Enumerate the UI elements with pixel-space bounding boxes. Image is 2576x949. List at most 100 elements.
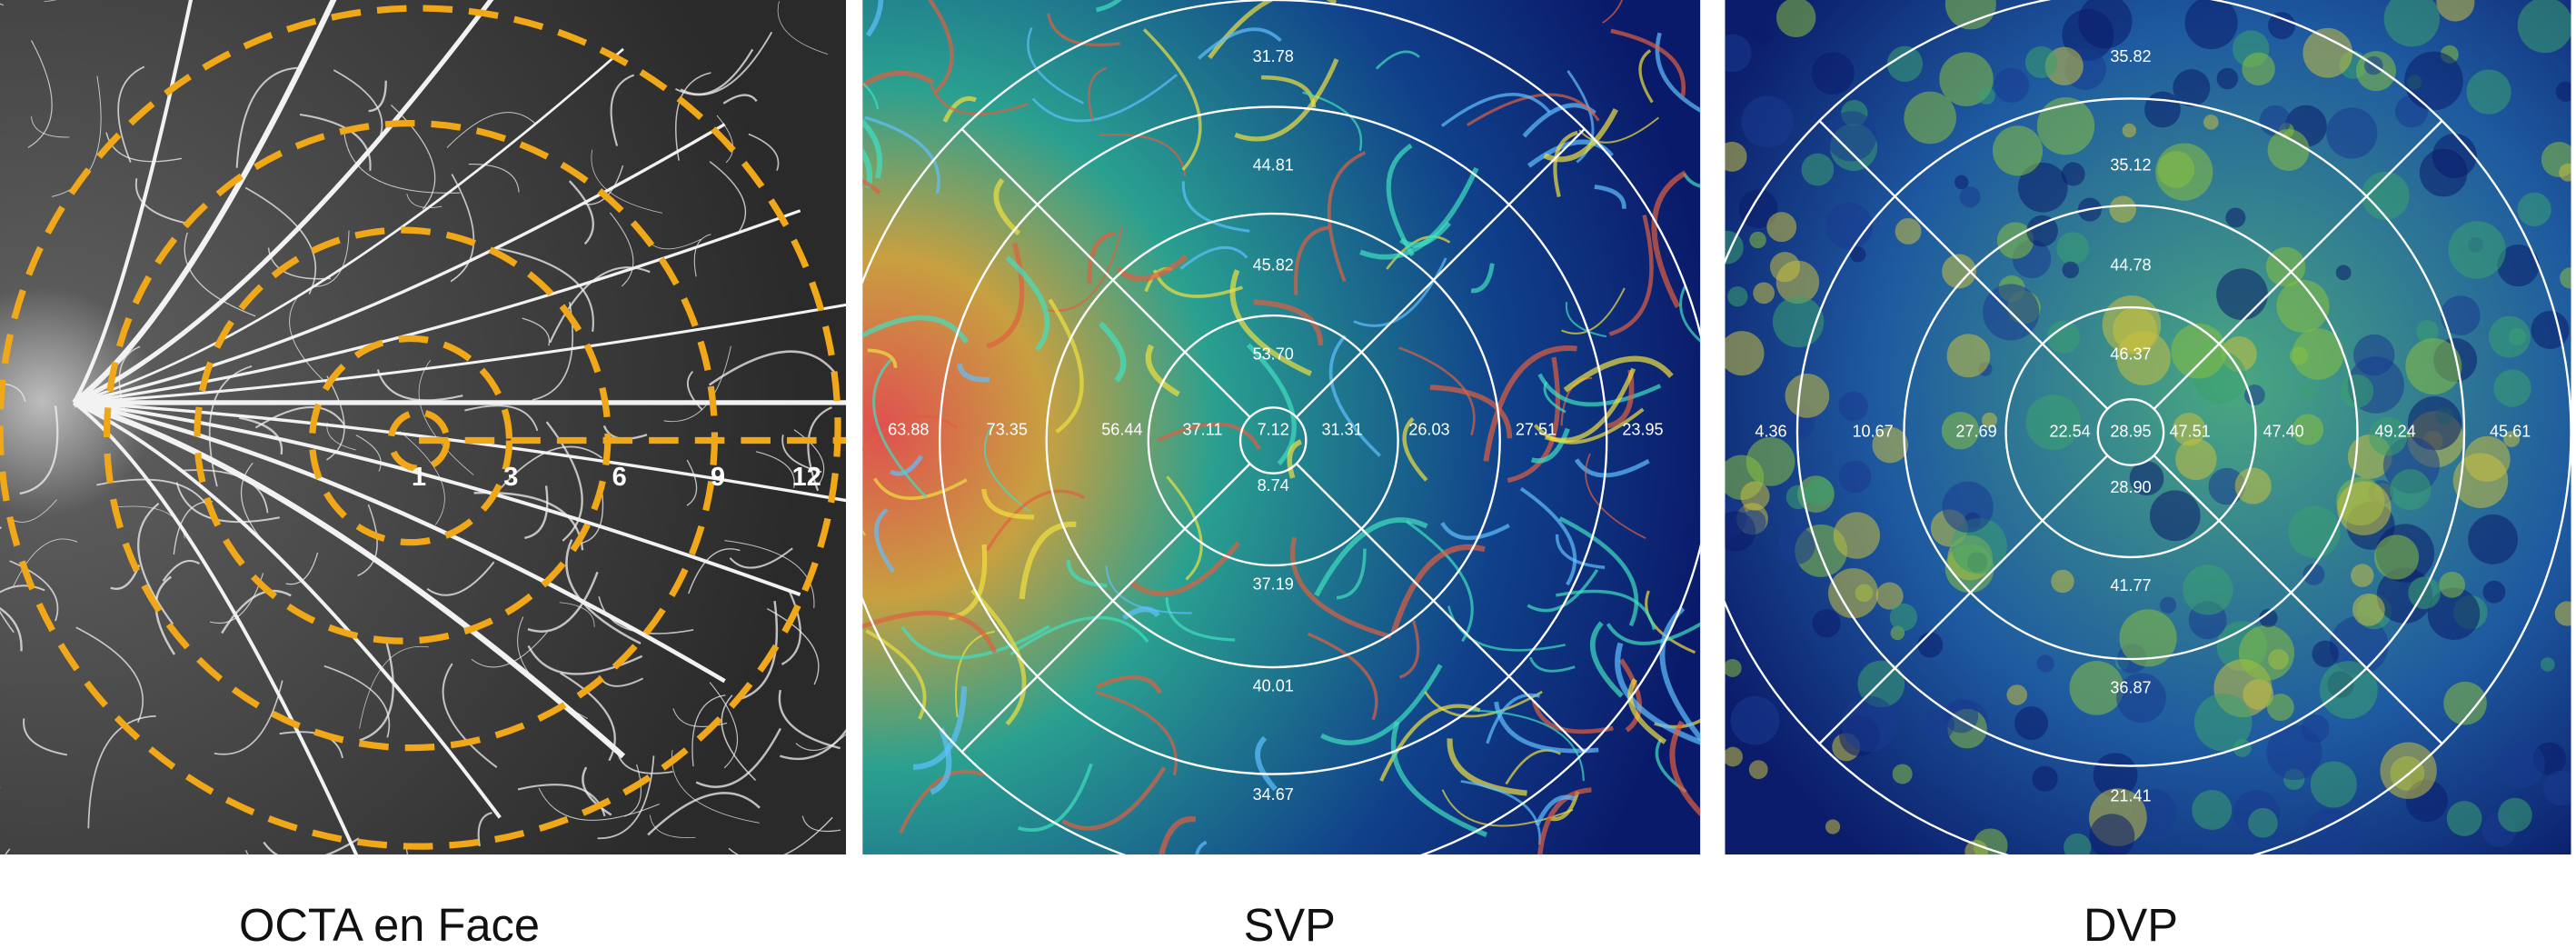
vessel: [672, 708, 728, 727]
blob: [1895, 217, 1922, 245]
vessel: [355, 435, 382, 472]
blob: [2014, 706, 2048, 741]
vessel: [1379, 704, 1481, 782]
vessel: [1152, 269, 1243, 298]
blob: [1749, 231, 1766, 249]
blob: [2017, 162, 2068, 213]
sector-value: 27.69: [1955, 422, 1996, 440]
sector-line: [1295, 463, 1586, 753]
blob: [1740, 481, 1770, 511]
blob: [2448, 221, 2506, 279]
blob: [2113, 307, 2157, 353]
blob: [2340, 375, 2374, 408]
blob: [1917, 632, 1944, 658]
vessel: [1005, 255, 1050, 352]
major-vessel: [74, 303, 847, 405]
blob: [1738, 189, 1778, 229]
blob: [2441, 295, 2481, 335]
major-vessel: [73, 47, 624, 405]
blob: [2119, 609, 2177, 667]
vessel: [1589, 621, 1624, 698]
vessel: [464, 405, 539, 432]
sector-value: 31.31: [1322, 420, 1363, 438]
major-vessel: [74, 123, 726, 405]
blob: [2216, 268, 2268, 321]
sector-value: 44.78: [2110, 256, 2151, 275]
blob: [2248, 807, 2278, 838]
ring-label: 12: [792, 463, 821, 492]
vessel: [1386, 143, 1415, 257]
vessel: [137, 502, 174, 625]
vessel: [624, 764, 642, 817]
blob: [2203, 115, 2219, 130]
vessel: [986, 242, 1025, 349]
blob: [2193, 693, 2253, 752]
blob: [2404, 51, 2463, 111]
sector-value: 40.01: [1253, 677, 1294, 695]
blob: [2266, 694, 2294, 722]
sector-value: 49.24: [2374, 422, 2415, 440]
blob: [2302, 808, 2361, 855]
blob: [1954, 175, 1969, 190]
blob: [2089, 814, 2135, 855]
vessel: [781, 588, 801, 665]
blob: [2474, 777, 2489, 791]
vessel: [1402, 416, 1428, 482]
vessel: [221, 589, 292, 634]
vessel: [1682, 172, 1701, 188]
blob: [1875, 582, 1904, 610]
vessel: [1561, 287, 1626, 335]
vessel: [1328, 335, 1381, 457]
blob: [2559, 163, 2571, 182]
blob: [2555, 81, 2571, 102]
major-vessel: [72, 0, 337, 405]
blob: [2383, 0, 2440, 47]
blob: [2554, 601, 2571, 626]
vessel: [1429, 385, 1513, 439]
vessel: [591, 149, 663, 214]
vessel: [709, 161, 747, 232]
blob: [2351, 564, 2374, 587]
vessel: [862, 178, 881, 195]
blob: [2302, 27, 2353, 78]
ring: [1903, 204, 2359, 661]
blob: [1725, 34, 1752, 73]
vessel: [873, 477, 968, 501]
blob: [2301, 714, 2330, 744]
vessel: [709, 682, 738, 769]
vessel: [1195, 840, 1208, 855]
blob: [2276, 279, 2330, 333]
vessel: [1287, 439, 1303, 479]
vessel: [942, 96, 978, 123]
blob: [1753, 282, 1775, 305]
blob: [2234, 467, 2272, 504]
vessel: [184, 232, 256, 317]
vessel: [527, 571, 599, 633]
vessel: [1066, 560, 1108, 588]
vessel: [1336, 548, 1367, 600]
vessel: [1290, 536, 1392, 639]
blob: [2302, 563, 2325, 585]
vessel: [865, 0, 884, 37]
vessel: [1585, 453, 1646, 540]
blob: [2025, 395, 2082, 451]
blob: [1741, 95, 1794, 148]
vessel: [1061, 766, 1167, 831]
vessel: [716, 115, 733, 164]
vessel: [406, 194, 443, 208]
blob: [1872, 426, 1909, 464]
ring-label: 1: [412, 463, 426, 492]
vessel: [442, 663, 498, 768]
vessel: [75, 626, 144, 724]
blob: [1944, 698, 1979, 734]
vessel: [1115, 254, 1189, 282]
blob: [2517, 192, 2551, 226]
vessel: [343, 131, 461, 194]
sector-grid: [862, 0, 1701, 855]
sector-value: 28.90: [2110, 478, 2151, 496]
blob: [1769, 252, 1801, 283]
blob: [1992, 125, 2044, 176]
vessel: [323, 664, 391, 738]
blob: [2531, 310, 2570, 349]
blob: [2466, 69, 2511, 115]
